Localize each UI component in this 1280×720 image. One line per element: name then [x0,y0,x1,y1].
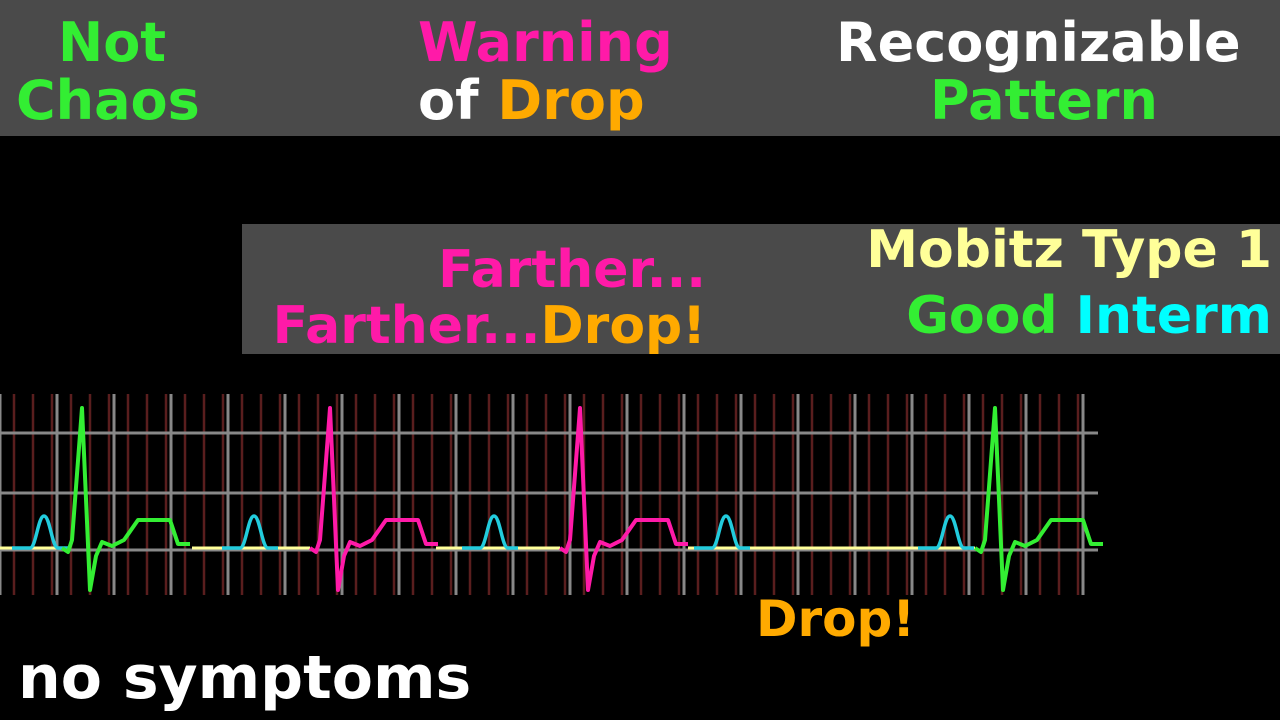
qrs-complex [60,406,190,592]
qrs-complex [973,406,1103,592]
header-chaos: Chaos [16,69,200,132]
explain-drop: Drop! [540,296,706,356]
footer-no-symptoms: no symptoms [18,643,472,713]
explain-good-interm: Good Interm [906,288,1272,344]
header-band [0,0,1280,136]
explain-band [242,224,1280,354]
header-of: of [418,69,479,132]
explain-interm: Interm [1075,286,1272,346]
p-wave [222,514,278,550]
explain-good: Good [906,286,1058,346]
p-wave [694,514,750,550]
header-recognizable: Recognizable [836,11,1241,74]
header-not: Not [58,11,167,74]
explain-farther-drop: Farther...Drop! [273,298,706,354]
explain-farther-2: Farther... [272,296,541,356]
explain-farther-1: Farther... [438,240,706,300]
header-drop: Drop [497,69,645,132]
qrs-complex [558,406,688,592]
qrs-complexes [60,406,1103,592]
p-waves [12,514,974,550]
qrs-complex [308,406,438,592]
p-wave [12,514,68,550]
ecg-strip [0,394,1103,595]
ecg-grid [0,394,1098,595]
explain-mobitz: Mobitz Type 1 [866,220,1272,280]
p-wave [918,514,974,550]
dropped-beat-label: Drop! [756,590,916,648]
header-of-drop: of Drop [418,72,645,130]
p-wave [462,514,518,550]
header-pattern: Pattern [930,69,1158,132]
header-warning: Warning [418,11,673,74]
